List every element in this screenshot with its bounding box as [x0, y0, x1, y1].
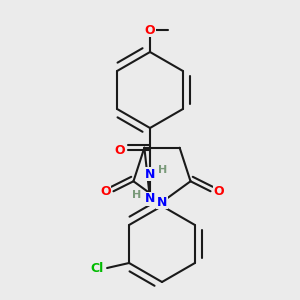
Text: N: N [145, 167, 155, 181]
Text: O: O [213, 185, 224, 198]
Text: N: N [157, 196, 167, 208]
Text: O: O [115, 143, 125, 157]
Text: O: O [145, 23, 155, 37]
Text: Cl: Cl [91, 262, 104, 275]
Text: N: N [145, 193, 155, 206]
Text: O: O [100, 185, 111, 198]
Text: H: H [158, 165, 168, 175]
Text: H: H [132, 190, 142, 200]
